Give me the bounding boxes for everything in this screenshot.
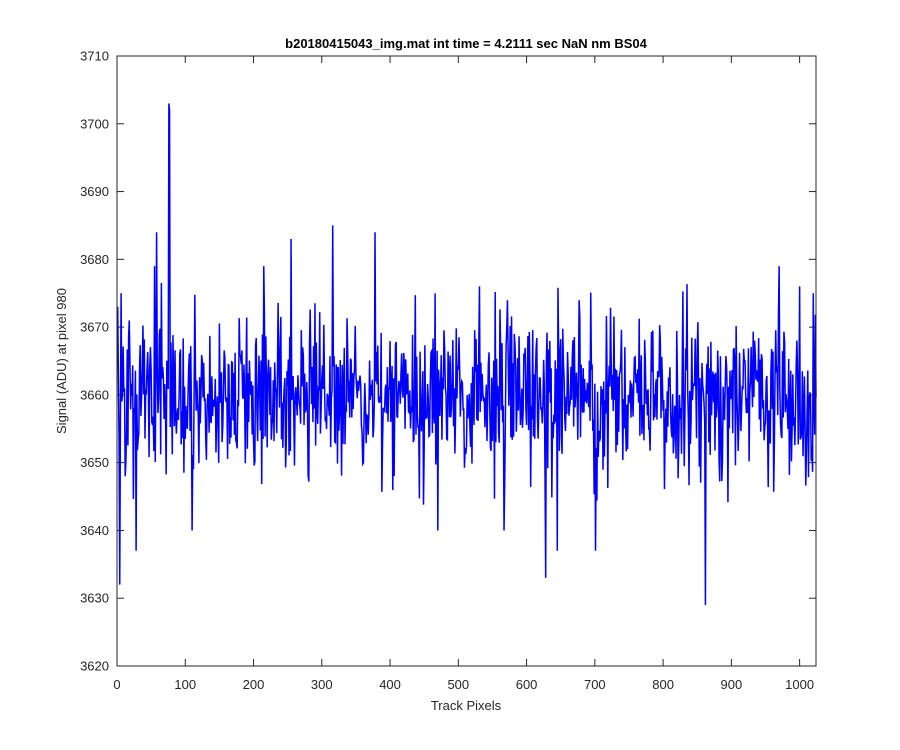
x-axis-label: Track Pixels (431, 698, 502, 713)
x-tick-label: 900 (721, 677, 743, 692)
y-tick-label: 3620 (80, 659, 109, 674)
ticks-layer (116, 55, 816, 667)
y-tick-label: 3630 (80, 591, 109, 606)
y-tick-label: 3690 (80, 184, 109, 199)
y-tick-label: 3670 (80, 320, 109, 335)
y-tick-label: 3640 (80, 523, 109, 538)
x-tick-label: 600 (516, 677, 538, 692)
x-tick-label: 400 (379, 677, 401, 692)
x-tick-label: 800 (652, 677, 674, 692)
y-tick-label: 3650 (80, 455, 109, 470)
x-tick-label: 500 (447, 677, 469, 692)
axes-box (116, 55, 817, 667)
x-tick-label: 300 (311, 677, 333, 692)
y-axis-label: Signal (ADU) at pixel 980 (54, 288, 69, 434)
y-tick-label: 3700 (80, 116, 109, 131)
y-tick-label: 3680 (80, 252, 109, 267)
chart-title: b20180415043_img.mat int time = 4.2111 s… (285, 36, 647, 51)
x-tick-label: 100 (174, 677, 196, 692)
line-layer (116, 103, 817, 606)
signal-series-line (116, 103, 817, 606)
tick-label-layer: 0 100 200 300 400 500 600 700 800 900 1000 3620 3630… (80, 49, 814, 693)
y-tick-label: 3660 (80, 387, 109, 402)
plot-area (117, 56, 816, 666)
x-tick-label: 0 (113, 677, 120, 692)
x-tick-label: 1000 (785, 677, 814, 692)
x-tick-label: 200 (243, 677, 265, 692)
x-tick-label: 700 (584, 677, 606, 692)
y-tick-label: 3710 (80, 49, 109, 64)
